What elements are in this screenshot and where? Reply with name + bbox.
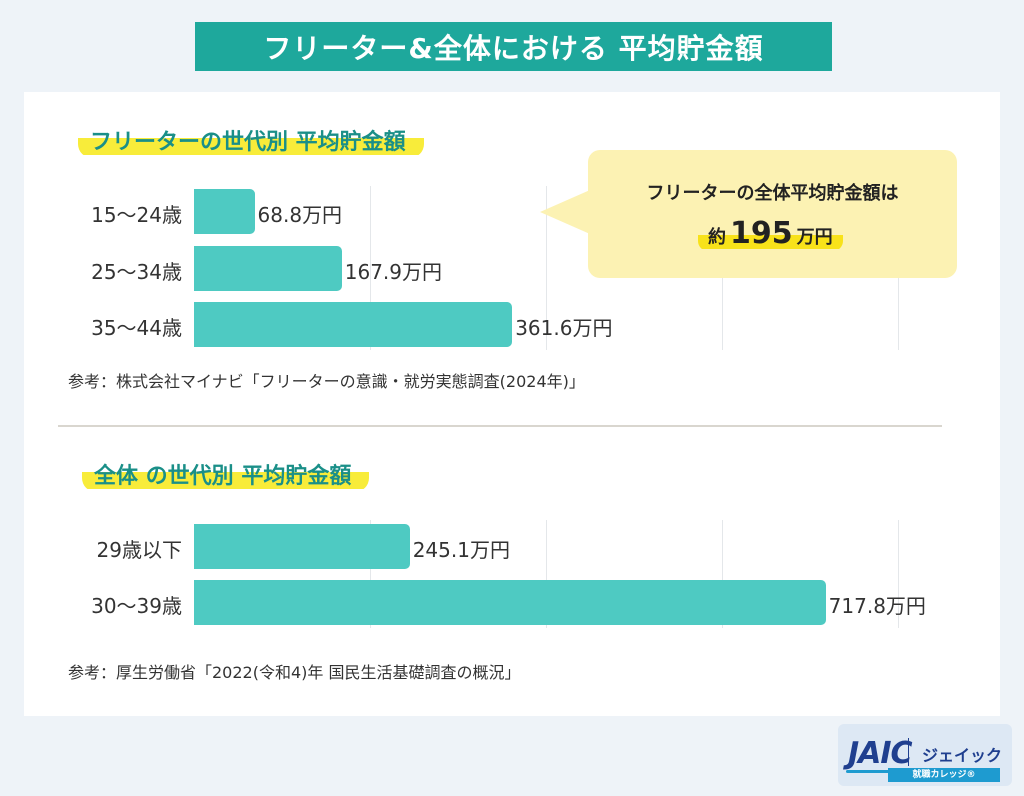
jaic-logo: JAIC ジェイック 就職カレッジ® — [838, 724, 1012, 786]
callout-number: 195 — [730, 216, 793, 251]
logo-kana: ジェイック — [922, 746, 1003, 765]
callout-unit: 万円 — [796, 227, 833, 248]
bar-value-label: 361.6万円 — [515, 316, 613, 340]
bar-value-label: 68.8万円 — [257, 203, 343, 227]
bar — [194, 580, 826, 625]
callout-text: フリーターの全体平均貯金額は — [646, 183, 899, 204]
bar — [194, 302, 513, 347]
logo-swoosh — [846, 770, 890, 773]
grid-line — [722, 520, 723, 628]
bar-value-label: 167.9万円 — [344, 260, 443, 284]
page-title: フリーター&全体における 平均貯金額 — [195, 22, 832, 71]
bar — [194, 246, 342, 291]
bar-value-label: 717.8万円 — [828, 594, 926, 618]
section-heading-freeter: フリーターの世代別 平均貯金額 — [78, 122, 424, 158]
grid-line — [546, 186, 547, 350]
logo-separator — [908, 738, 909, 766]
section-divider — [58, 425, 942, 427]
category-label: 29歳以下 — [96, 538, 182, 562]
category-label: 25〜34歳 — [91, 260, 182, 284]
callout-prefix: 約 — [708, 227, 726, 248]
source-note-overall: 参考：厚生労働省「2022(令和4)年 国民生活基礎調査の概況」 — [68, 663, 521, 682]
category-label: 30〜39歳 — [91, 594, 182, 618]
grid-line — [546, 520, 547, 628]
grid-line — [370, 186, 371, 350]
grid-line — [370, 520, 371, 628]
source-note-freeter: 参考：株式会社マイナビ「フリーターの意識・就労実態調査(2024年)」 — [68, 372, 585, 391]
bar — [194, 189, 255, 234]
bar-value-label: 245.1万円 — [412, 538, 510, 562]
logo-subtitle: 就職カレッジ® — [888, 768, 1000, 782]
bar — [194, 524, 410, 569]
category-label: 15〜24歳 — [91, 203, 182, 227]
average-callout: フリーターの全体平均貯金額は 約 195 万円 — [588, 150, 957, 278]
callout-value: 約 195 万円 — [698, 216, 843, 251]
section-heading-overall: 全体 の世代別 平均貯金額 — [82, 456, 370, 492]
callout-tail — [540, 190, 590, 234]
logo-brand: JAIC — [848, 736, 913, 771]
grid-line — [898, 520, 899, 628]
category-label: 35〜44歳 — [91, 316, 182, 340]
